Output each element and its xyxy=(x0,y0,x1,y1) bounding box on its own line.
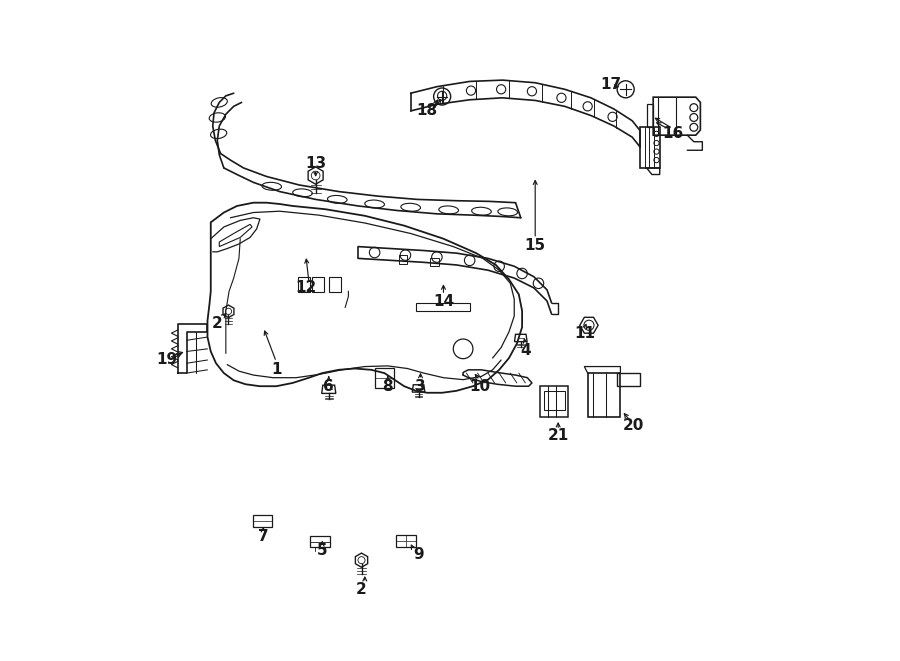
Text: 11: 11 xyxy=(574,327,595,341)
Text: 7: 7 xyxy=(258,529,268,545)
Text: 15: 15 xyxy=(525,238,545,253)
Text: 2: 2 xyxy=(212,317,222,331)
Text: 19: 19 xyxy=(157,352,177,368)
Text: 18: 18 xyxy=(417,103,437,118)
Text: 14: 14 xyxy=(433,293,454,309)
Text: 2: 2 xyxy=(356,582,367,597)
Text: 8: 8 xyxy=(382,379,393,394)
Text: 9: 9 xyxy=(413,547,424,562)
Text: 10: 10 xyxy=(469,379,491,394)
Text: 12: 12 xyxy=(295,280,317,295)
Text: 17: 17 xyxy=(600,77,621,92)
Text: 1: 1 xyxy=(271,362,282,377)
Text: 4: 4 xyxy=(520,342,531,358)
Text: 16: 16 xyxy=(662,126,683,141)
Text: 20: 20 xyxy=(623,418,644,433)
Text: 6: 6 xyxy=(323,379,334,394)
Text: 21: 21 xyxy=(547,428,569,443)
Text: 13: 13 xyxy=(305,156,326,171)
Text: 3: 3 xyxy=(415,379,426,394)
Text: 5: 5 xyxy=(317,543,328,558)
